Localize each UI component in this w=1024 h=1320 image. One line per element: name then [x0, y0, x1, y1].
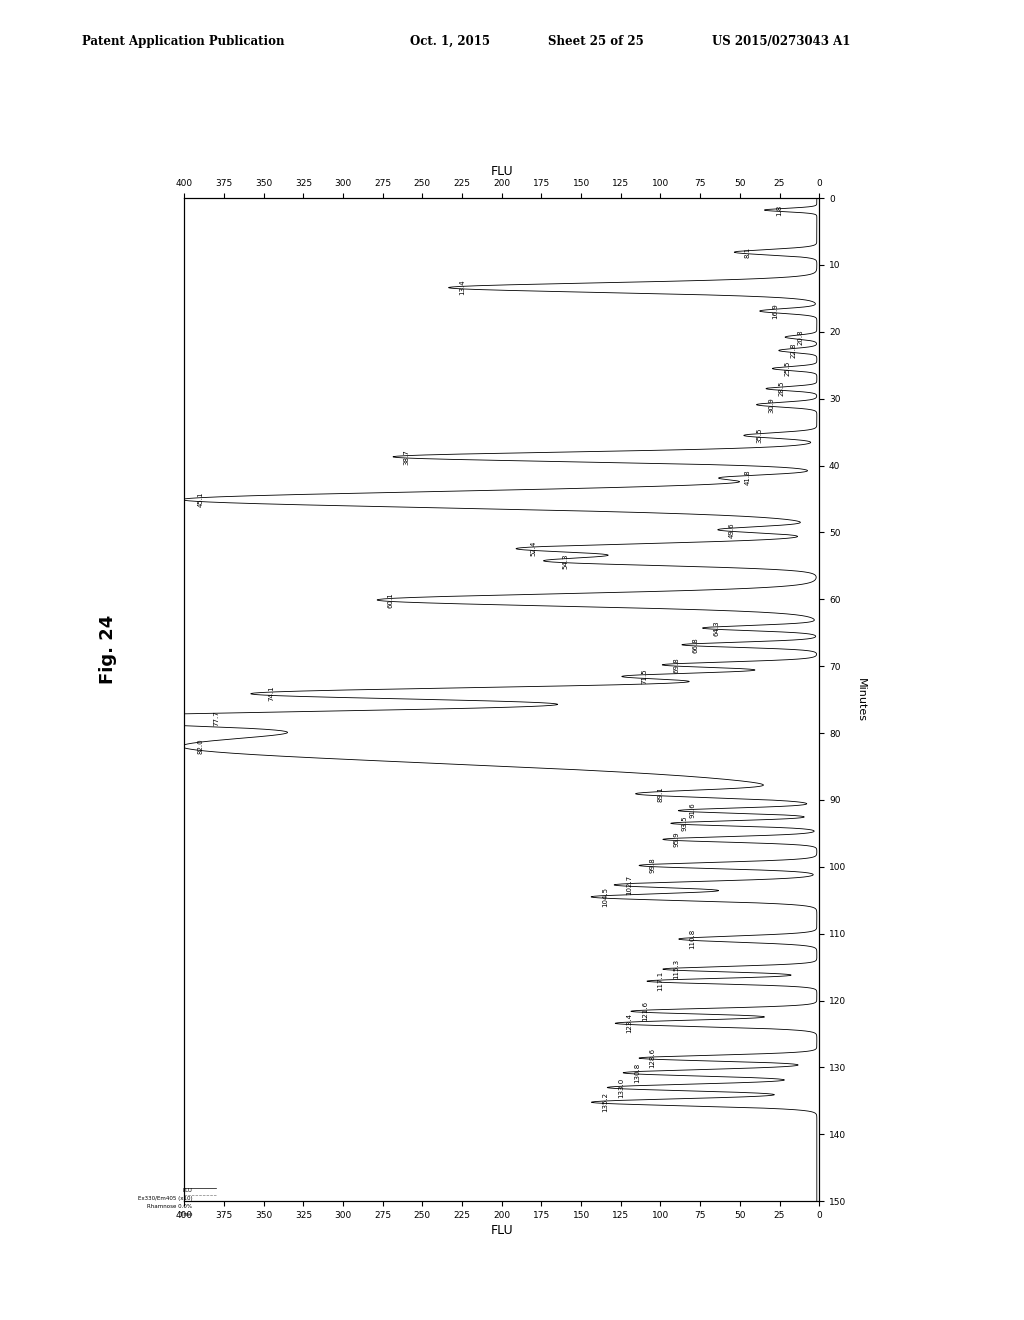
Text: 41.8: 41.8 [744, 470, 751, 486]
Text: 77.7: 77.7 [213, 710, 219, 726]
Text: 102.7: 102.7 [626, 875, 632, 895]
Text: 91.6: 91.6 [689, 803, 695, 818]
Text: 20.8: 20.8 [798, 329, 804, 345]
Text: Ex330/Em405 (x10): Ex330/Em405 (x10) [137, 1196, 193, 1201]
Text: 121.6: 121.6 [642, 1001, 648, 1022]
Text: FLU: FLU [182, 1188, 193, 1193]
Text: 104.5: 104.5 [602, 887, 608, 907]
Text: US 2015/0273043 A1: US 2015/0273043 A1 [712, 34, 850, 48]
Text: Oct. 1, 2015: Oct. 1, 2015 [410, 34, 489, 48]
Text: 117.1: 117.1 [657, 972, 664, 991]
Text: 69.8: 69.8 [674, 657, 680, 673]
Text: 22.8: 22.8 [791, 343, 797, 358]
Text: 49.6: 49.6 [729, 521, 735, 537]
Text: 1.8: 1.8 [776, 205, 782, 215]
Text: Sheet 25 of 25: Sheet 25 of 25 [548, 34, 644, 48]
Text: Patent Application Publication: Patent Application Publication [82, 34, 285, 48]
Text: 93.5: 93.5 [681, 816, 687, 832]
Text: 54.3: 54.3 [562, 553, 568, 569]
Text: 35.5: 35.5 [756, 428, 762, 444]
Text: 133.0: 133.0 [617, 1077, 624, 1098]
Text: 52.4: 52.4 [530, 541, 537, 556]
Text: 60.1: 60.1 [388, 593, 394, 607]
Text: 95.9: 95.9 [674, 832, 680, 847]
Text: 13.4: 13.4 [459, 280, 465, 296]
Text: 28.5: 28.5 [778, 381, 784, 396]
Text: 89.1: 89.1 [657, 785, 664, 801]
Text: 25.5: 25.5 [784, 360, 791, 376]
Text: 66.8: 66.8 [692, 636, 698, 652]
Text: 110.8: 110.8 [689, 929, 695, 949]
Text: 115.3: 115.3 [674, 960, 680, 979]
Text: Fig. 24: Fig. 24 [99, 615, 117, 684]
Text: 123.4: 123.4 [626, 1014, 632, 1034]
Text: 135.2: 135.2 [602, 1092, 608, 1113]
Text: 16.9: 16.9 [772, 304, 778, 319]
Text: 38.7: 38.7 [403, 449, 410, 465]
Text: 128.6: 128.6 [649, 1048, 655, 1068]
Text: 64.3: 64.3 [713, 620, 719, 636]
Text: 71.5: 71.5 [642, 668, 648, 684]
Text: 8.1: 8.1 [744, 247, 751, 257]
Text: 99.8: 99.8 [649, 858, 655, 874]
Text: 130.8: 130.8 [634, 1063, 640, 1082]
Text: 30.9: 30.9 [769, 397, 775, 413]
Text: 82.0: 82.0 [198, 739, 204, 754]
Y-axis label: Minutes: Minutes [856, 677, 865, 722]
Text: Time: Time [179, 1212, 193, 1217]
Text: 74.1: 74.1 [268, 686, 274, 701]
X-axis label: FLU: FLU [490, 1224, 513, 1237]
Text: 45.1: 45.1 [198, 492, 204, 507]
X-axis label: FLU: FLU [490, 165, 513, 178]
Text: Rhamnose 0.0%: Rhamnose 0.0% [147, 1204, 193, 1209]
